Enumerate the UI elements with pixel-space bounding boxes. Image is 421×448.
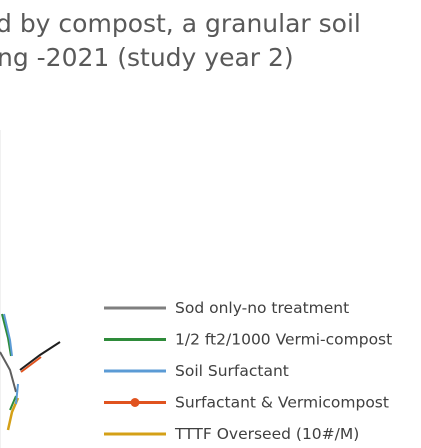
legend-label-3: Surfactant & Vermicompost bbox=[175, 394, 389, 412]
chart-legend: Sod only-no treatment 1/2 ft2/1000 Vermi-… bbox=[104, 299, 392, 443]
chart-title-line-2: ng -2021 (study year 2) bbox=[0, 43, 294, 72]
legend-label-4: TTTF Overseed (10#/M) bbox=[174, 425, 359, 443]
series-line-vermicompost bbox=[1, 313, 12, 357]
series-line-soil-surfactant bbox=[3, 313, 13, 357]
series-line-surfactant-vermicompost-2 bbox=[20, 356, 42, 373]
series-line-surfactant-vermicompost bbox=[19, 341, 61, 371]
legend-label-2: Soil Surfactant bbox=[175, 362, 289, 380]
legend-label-0: Sod only-no treatment bbox=[175, 299, 349, 317]
series-line-tttf-overseed-2 bbox=[9, 395, 17, 411]
series-line-extra bbox=[15, 383, 19, 405]
legend-label-1: 1/2 ft2/1000 Vermi-compost bbox=[175, 331, 392, 349]
legend-marker-3 bbox=[130, 398, 140, 407]
chart-title-line-1: d by compost, a granular soil bbox=[0, 9, 361, 38]
series-fragments bbox=[0, 313, 61, 431]
series-line-sod-only bbox=[0, 351, 17, 393]
